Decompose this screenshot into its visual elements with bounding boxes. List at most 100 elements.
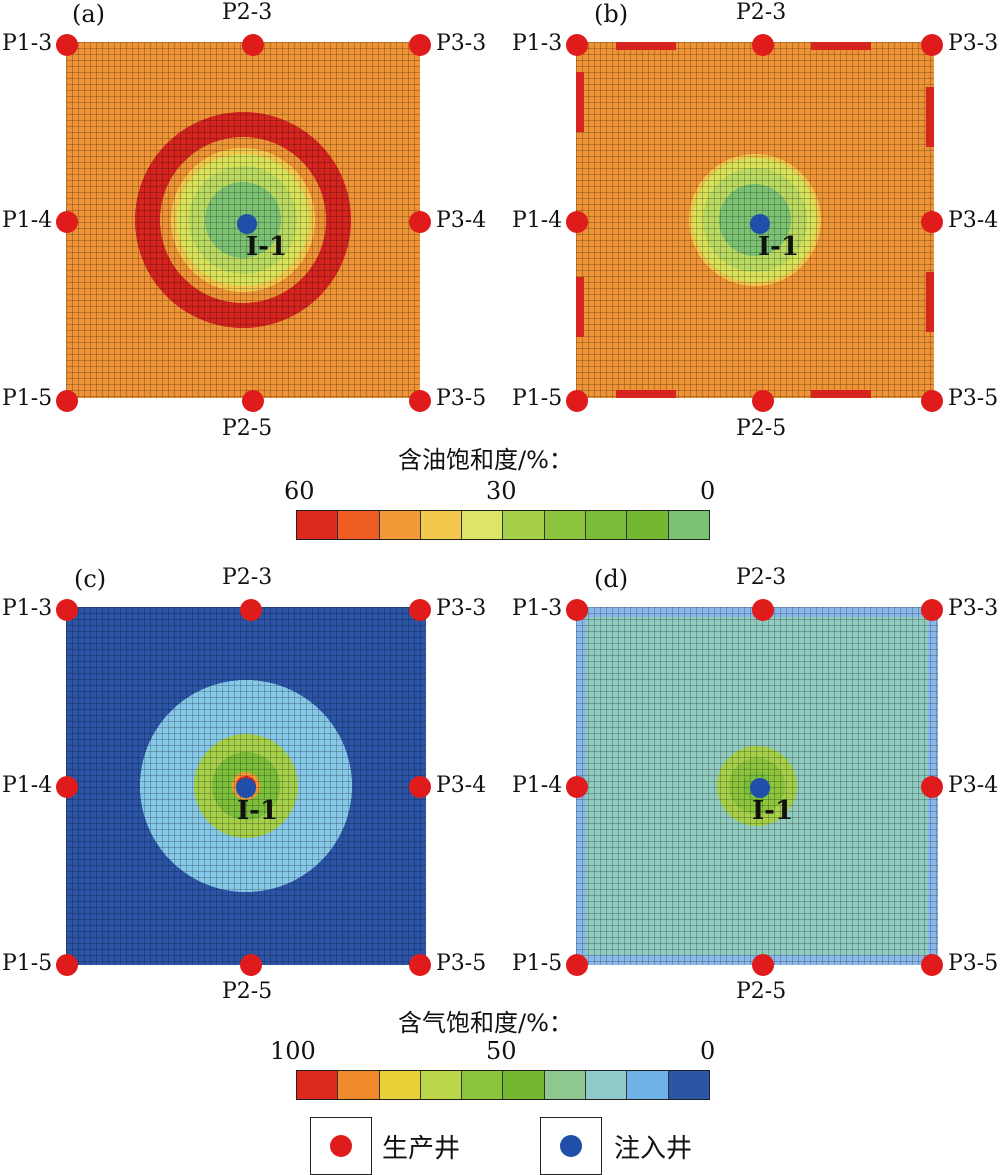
well-i1-marker [237,214,257,234]
gas-colorbar-swatch [668,1071,709,1099]
well-p1-3-marker [566,599,588,621]
gas-colorbar-tick-left: 100 [270,1037,316,1065]
gas-colorbar-swatch [379,1071,421,1099]
well-label-i1: I-1 [237,796,279,826]
well-p3-5-marker [409,390,431,412]
well-p1-3-marker [56,599,78,621]
well-label-p3-5: P3-5 [948,386,999,411]
well-label-i1: I-1 [246,232,288,262]
oil-colorbar-title: 含油饱和度/%： [398,446,573,474]
well-p2-5-marker [752,954,774,976]
gas-colorbar [296,1070,710,1100]
panel-c: (c) P1-3 P2-3 P3-3 P1-4 P3-4 P1-5 P2-5 P… [0,565,500,1004]
well-p2-3-marker [752,34,774,56]
well-label-p2-3: P2-3 [222,565,273,590]
oil-colorbar [296,510,710,540]
gas-colorbar-tick-right: 0 [700,1037,716,1065]
well-label-p1-3: P1-3 [512,596,563,621]
well-label-p3-4: P3-4 [948,773,999,798]
well-label-p1-3: P1-3 [2,31,53,56]
well-p1-4-marker [56,776,78,798]
panel-b: (b) P1-3 P2-3 P3-3 P1-4 P3-4 P1-5 P2-5 P… [510,0,1000,441]
well-label-p1-5: P1-5 [512,386,563,411]
oil-colorbar-tick-right: 0 [700,477,716,505]
oil-colorbar-swatch [297,511,339,539]
well-p3-4-marker [409,776,431,798]
oil-colorbar-swatch [503,511,545,539]
legend-producer-symbol [310,1117,372,1175]
oil-colorbar-swatch [338,511,380,539]
well-label-p3-4: P3-4 [436,208,487,233]
producer-dot-icon [330,1135,352,1157]
edge-red-patch [811,42,871,50]
well-label-p1-5: P1-5 [2,951,53,976]
panel-label-b: (b) [594,0,629,28]
panel-a: (a) P1-3 P2-3 P3-3 P1-4 P3-4 P1-5 P2-5 P… [0,0,500,441]
well-p2-3-marker [752,599,774,621]
gas-colorbar-swatch [627,1071,669,1099]
well-label-p2-3: P2-3 [222,0,273,25]
well-p1-5-marker [56,954,78,976]
well-p3-3-marker [409,34,431,56]
gas-colorbar-tick-mid: 50 [486,1037,517,1065]
panel-label-d: (d) [594,565,629,593]
well-p2-5-marker [240,954,262,976]
oil-colorbar-swatch [586,511,628,539]
gas-colorbar-swatch [338,1071,380,1099]
well-label-i1: I-1 [758,232,800,262]
injector-dot-icon [560,1135,582,1157]
gas-colorbar-swatch [586,1071,628,1099]
legend-injector-symbol [540,1117,602,1175]
panel-d: (d) P1-3 P2-3 P3-3 P1-4 P3-4 P1-5 P2-5 P… [510,565,1000,1004]
oil-colorbar-swatch [420,511,463,539]
oil-colorbar-swatch [627,511,669,539]
edge-red-patch [926,272,934,332]
well-p3-5-marker [921,954,943,976]
gas-colorbar-swatch [544,1071,587,1099]
edge-red-patch [811,390,871,398]
well-label-p1-5: P1-5 [512,951,563,976]
gas-colorbar-swatch [462,1071,504,1099]
edge-red-patch [616,42,676,50]
well-label-p2-3: P2-3 [736,565,787,590]
well-label-p2-3: P2-3 [736,0,787,25]
panel-label-c: (c) [74,565,107,593]
edge-red-patch [926,87,934,147]
well-p1-4-marker [56,211,78,233]
well-p1-3-marker [56,34,78,56]
well-p3-3-marker [921,599,943,621]
panel-label-a: (a) [72,0,106,28]
well-p1-5-marker [566,954,588,976]
well-label-i1: I-1 [752,796,794,826]
edge-red-patch [576,277,584,337]
well-label-p2-5: P2-5 [736,979,787,1004]
well-p3-4-marker [409,211,431,233]
well-label-p1-3: P1-3 [2,596,53,621]
well-label-p3-3: P3-3 [948,31,999,56]
well-p3-3-marker [409,599,431,621]
well-label-p3-3: P3-3 [948,596,999,621]
well-p2-3-marker [242,34,264,56]
well-p1-4-marker [566,776,588,798]
well-p2-3-marker [240,599,262,621]
well-label-p1-4: P1-4 [2,208,53,233]
oil-colorbar-tick-mid: 30 [486,477,517,505]
well-label-p3-3: P3-3 [436,596,487,621]
oil-colorbar-swatch [544,511,587,539]
well-label-p2-5: P2-5 [222,416,273,441]
well-p1-5-marker [566,390,588,412]
oil-colorbar-tick-left: 60 [284,477,315,505]
well-i1-marker [750,214,770,234]
legend-injector-label: 注入井 [614,1134,693,1164]
well-label-p2-5: P2-5 [736,416,787,441]
well-i1-marker [236,778,256,798]
well-label-p1-4: P1-4 [512,208,563,233]
gas-colorbar-swatch [420,1071,463,1099]
well-p3-3-marker [921,34,943,56]
well-p3-4-marker [921,776,943,798]
well-p3-4-marker [921,211,943,233]
well-label-p3-5: P3-5 [948,951,999,976]
gas-colorbar-swatch [503,1071,545,1099]
well-p1-5-marker [56,390,78,412]
well-label-p1-4: P1-4 [512,773,563,798]
